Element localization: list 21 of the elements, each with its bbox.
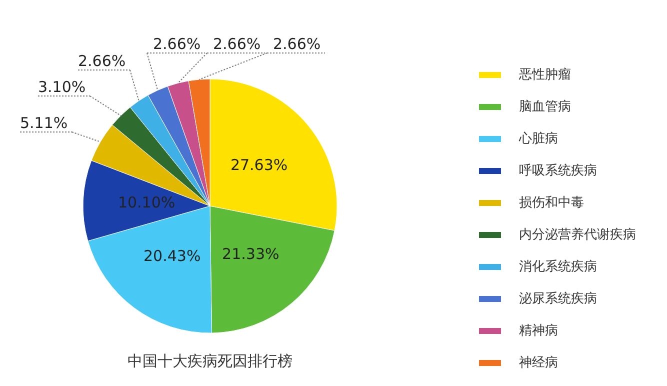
legend-label: 内分泌营养代谢疾病 [519, 226, 636, 243]
legend-label: 精神病 [519, 324, 558, 339]
data-label: 20.43% [144, 247, 201, 266]
data-label: 2.66% [78, 52, 126, 70]
data-label: 2.66% [213, 35, 261, 53]
data-label: 2.66% [153, 35, 201, 53]
data-label: 2.66% [273, 35, 321, 53]
legend-label: 神经病 [519, 356, 558, 371]
legend-label: 消化系统疾病 [519, 260, 597, 275]
data-label: 27.63% [230, 156, 288, 174]
legend-label: 脑血管病 [519, 100, 571, 115]
legend-label: 呼吸系统疾病 [519, 164, 597, 179]
data-label: 3.10% [38, 78, 86, 96]
legend-label: 泌尿系统疾病 [519, 292, 597, 307]
legend-label: 恶性肿瘤 [518, 66, 571, 83]
data-label: 21.33% [222, 244, 280, 263]
legend-label: 心脏病 [518, 130, 558, 147]
text: 中国十大疾病死因排行榜 [128, 352, 292, 370]
data-label: 10.10% [118, 193, 176, 212]
data-label: 5.11% [20, 114, 68, 132]
legend-label: 损伤和中毒 [519, 196, 584, 211]
